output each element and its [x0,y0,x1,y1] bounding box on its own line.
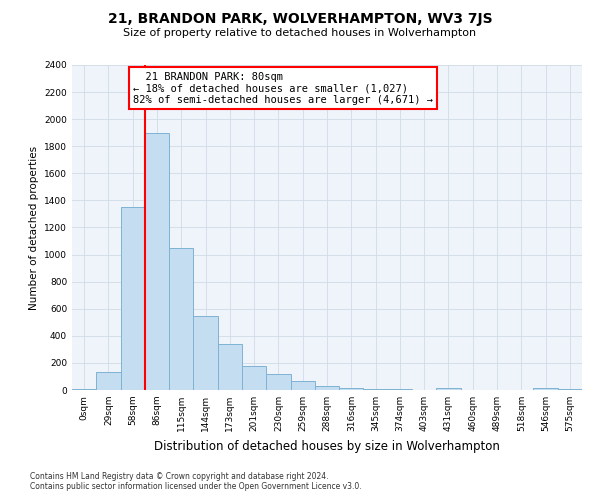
Y-axis label: Number of detached properties: Number of detached properties [29,146,38,310]
Text: Contains HM Land Registry data © Crown copyright and database right 2024.: Contains HM Land Registry data © Crown c… [30,472,329,481]
Bar [121,207,145,390]
Bar [266,374,290,390]
Bar [169,248,193,390]
Bar [339,388,364,390]
Bar [218,344,242,390]
Bar [533,388,558,390]
Bar [436,388,461,390]
Bar [290,381,315,390]
Text: 21 BRANDON PARK: 80sqm  
← 18% of detached houses are smaller (1,027)
82% of sem: 21 BRANDON PARK: 80sqm ← 18% of detached… [133,72,433,104]
Text: Size of property relative to detached houses in Wolverhampton: Size of property relative to detached ho… [124,28,476,38]
Bar [96,372,121,390]
Bar [315,386,339,390]
Bar [364,388,388,390]
X-axis label: Distribution of detached houses by size in Wolverhampton: Distribution of detached houses by size … [154,440,500,452]
Text: Contains public sector information licensed under the Open Government Licence v3: Contains public sector information licen… [30,482,362,491]
Bar [193,316,218,390]
Bar [145,132,169,390]
Text: 21, BRANDON PARK, WOLVERHAMPTON, WV3 7JS: 21, BRANDON PARK, WOLVERHAMPTON, WV3 7JS [107,12,493,26]
Bar [242,366,266,390]
